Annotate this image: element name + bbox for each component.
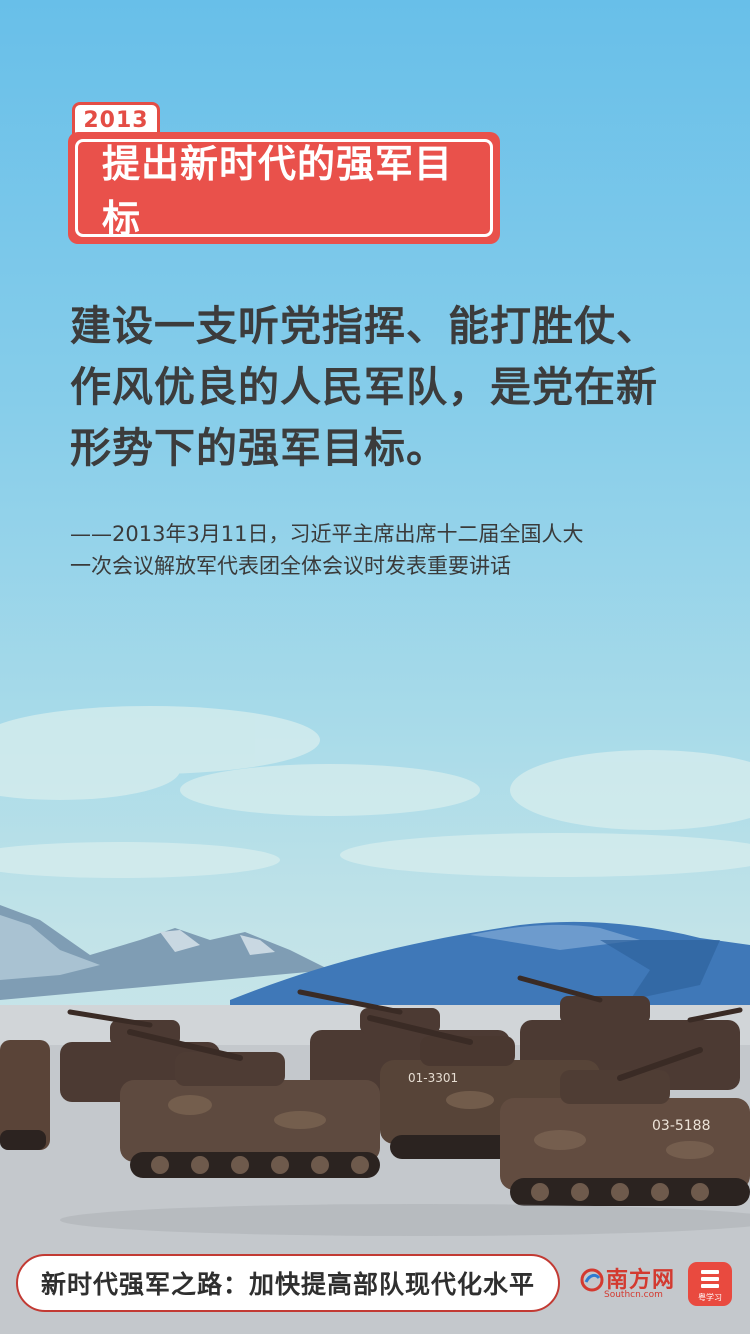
source-line: 一次会议解放军代表团全体会议时发表重要讲话: [70, 554, 511, 578]
quote-line: 形势下的强军目标。: [70, 424, 448, 472]
quote-line: 作风优良的人民军队，是党在新: [70, 363, 658, 411]
quote-source: ——2013年3月11日，习近平主席出席十二届全国人大 一次会议解放军代表团全体…: [70, 518, 700, 582]
xuexi-logo: 粤学习: [688, 1262, 732, 1306]
mountain-right: [230, 921, 750, 1020]
year-tab: 2013: [72, 102, 160, 136]
source-line: ——2013年3月11日，习近平主席出席十二届全国人大: [70, 522, 584, 546]
quote-line: 建设一支听党指挥、能打胜仗、: [70, 302, 658, 350]
title-frame: 提出新时代的强军目标: [75, 139, 493, 241]
mountains-left: [0, 905, 330, 1000]
nanfang-logo-text: 南方网: [606, 1267, 676, 1293]
xuexi-mark-icon: [701, 1270, 719, 1288]
nanfang-logo: 南方网 Southcn.com: [580, 1262, 680, 1308]
page-title: 提出新时代的强军目标: [102, 141, 454, 241]
banner-text: 新时代强军之路：加快提高部队现代化水平: [40, 1270, 535, 1299]
clouds: [0, 706, 750, 878]
series-banner: 新时代强军之路：加快提高部队现代化水平: [16, 1254, 560, 1312]
xuexi-label: 粤学习: [698, 1293, 722, 1302]
nanfang-mark-icon: [580, 1268, 604, 1292]
year-label: 2013: [83, 108, 149, 133]
tank-formation-illustration: 01-3301 03-5188: [0, 706, 750, 1334]
title-box: 提出新时代的强军目标: [68, 132, 500, 244]
vehicle-number: 03-5188: [652, 1118, 711, 1134]
vehicle-number: 01-3301: [408, 1071, 458, 1085]
quote-text: 建设一支听党指挥、能打胜仗、 作风优良的人民军队，是党在新 形势下的强军目标。: [70, 296, 695, 479]
nanfang-domain: Southcn.com: [604, 1290, 663, 1300]
tanks: 01-3301 03-5188: [0, 975, 750, 1206]
